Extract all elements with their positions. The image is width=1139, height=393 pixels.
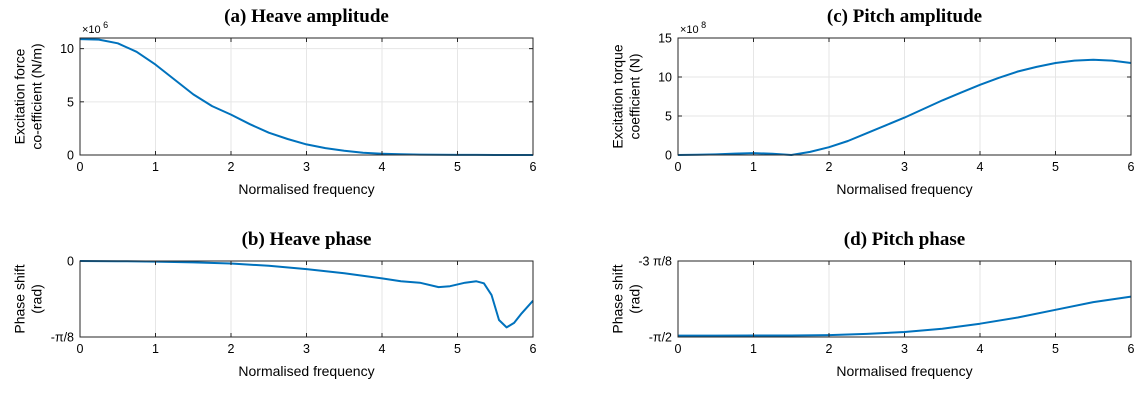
y-tick-label: 0 <box>665 149 672 163</box>
x-tick-label: 5 <box>454 342 461 356</box>
x-tick-label: 3 <box>901 342 908 356</box>
y-axis-label-line: Excitation torque <box>610 44 626 148</box>
y-tick-label: 0 <box>67 149 74 163</box>
y-tick-label: 0 <box>67 255 74 269</box>
y-tick-label: 10 <box>658 71 672 85</box>
x-tick-label: 5 <box>1052 160 1059 174</box>
x-tick-label: 4 <box>977 160 984 174</box>
y-tick-label: -3 π/8 <box>638 255 672 269</box>
chart-a: 0 1 2 3 4 5 6 0 5 10 (a) Heave amplitude Normalised… <box>12 6 537 197</box>
x-tick-label: 1 <box>750 342 757 356</box>
exponent-base: ×10 <box>680 24 699 36</box>
x-axis-label: Normalised frequency <box>238 363 374 379</box>
chart-title: (b) Heave phase <box>242 229 372 250</box>
y-tick-label: -π/2 <box>649 331 672 345</box>
series-line <box>79 260 534 329</box>
x-tick-label: 2 <box>228 342 235 356</box>
y-axis-label-line: Phase shift <box>12 264 28 333</box>
y-tick-label: -π/8 <box>51 331 74 345</box>
exponent-label: ×10 8 <box>680 20 706 36</box>
x-tick-label: 6 <box>530 160 537 174</box>
chart-title: (d) Pitch phase <box>844 229 965 250</box>
chart-d: 0 1 2 3 4 5 6 -3 π/8 -π/2 (d) Pitch phase Normalis… <box>610 229 1135 379</box>
y-axis-label: Excitation torquecoefficient (N) <box>610 44 643 148</box>
x-tick-label: 1 <box>750 160 757 174</box>
y-axis-label-line: (rad) <box>29 284 45 314</box>
x-tick-label: 1 <box>152 160 159 174</box>
y-axis-label-line: Excitation force <box>12 48 28 144</box>
y-tick-label: 15 <box>658 32 672 46</box>
exponent-power: 6 <box>101 20 109 30</box>
x-tick-label: 6 <box>1128 160 1135 174</box>
exponent-power: 8 <box>699 20 707 30</box>
x-tick-label: 2 <box>826 160 833 174</box>
y-axis-label: Phase shift(rad) <box>610 264 643 333</box>
x-tick-label: 4 <box>379 342 386 356</box>
x-tick-label: 4 <box>379 160 386 174</box>
x-tick-label: 2 <box>228 160 235 174</box>
x-tick-label: 3 <box>303 342 310 356</box>
exponent-label: ×10 6 <box>82 20 108 36</box>
y-axis-label: Excitation forceco-efficient (N/m) <box>12 43 45 149</box>
x-tick-label: 6 <box>530 342 537 356</box>
x-axis-label: Normalised frequency <box>836 181 972 197</box>
x-tick-label: 5 <box>454 160 461 174</box>
y-axis-label-line: (rad) <box>627 284 643 314</box>
y-tick-label: 10 <box>60 42 74 56</box>
x-tick-label: 6 <box>1128 342 1135 356</box>
y-axis-label-line: co-efficient (N/m) <box>29 43 45 149</box>
x-tick-label: 4 <box>977 342 984 356</box>
x-tick-label: 3 <box>303 160 310 174</box>
chart-title: (a) Heave amplitude <box>224 6 389 27</box>
x-tick-label: 0 <box>675 342 682 356</box>
x-tick-label: 0 <box>77 160 84 174</box>
x-tick-label: 1 <box>152 342 159 356</box>
x-tick-label: 0 <box>77 342 84 356</box>
x-tick-label: 5 <box>1052 342 1059 356</box>
x-tick-label: 0 <box>675 160 682 174</box>
x-axis-label: Normalised frequency <box>836 363 972 379</box>
x-tick-label: 2 <box>826 342 833 356</box>
exponent-base: ×10 <box>82 24 101 36</box>
chart-title: (c) Pitch amplitude <box>827 6 982 27</box>
y-tick-label: 5 <box>665 110 672 124</box>
x-axis-label: Normalised frequency <box>238 181 374 197</box>
x-tick-label: 3 <box>901 160 908 174</box>
chart-c: 0 1 2 3 4 5 6 0 5 10 15 (c) Pitch amplitude Normalis… <box>610 6 1135 197</box>
y-axis-label-line: coefficient (N) <box>627 53 643 139</box>
y-axis-label: Phase shift(rad) <box>12 264 45 333</box>
y-axis-label-line: Phase shift <box>610 264 626 333</box>
y-tick-label: 5 <box>67 95 74 109</box>
